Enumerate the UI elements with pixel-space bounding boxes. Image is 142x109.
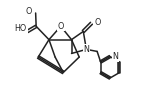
Text: O: O: [58, 22, 64, 31]
Text: N: N: [83, 45, 89, 54]
Text: O: O: [25, 8, 32, 16]
Text: N: N: [112, 52, 118, 61]
Text: O: O: [94, 18, 100, 27]
Text: HO: HO: [15, 24, 27, 33]
